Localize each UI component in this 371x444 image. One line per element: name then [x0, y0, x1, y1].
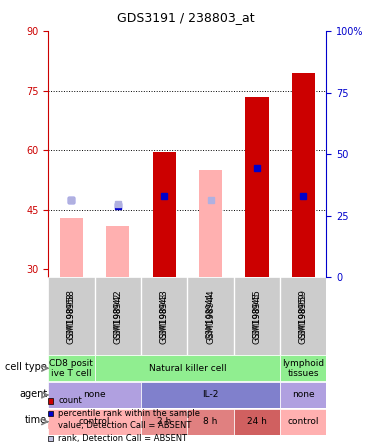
FancyBboxPatch shape — [187, 278, 234, 355]
Text: GSM198943: GSM198943 — [160, 289, 169, 344]
Text: GSM198945: GSM198945 — [252, 289, 262, 344]
Text: GSM198958: GSM198958 — [67, 289, 76, 344]
FancyBboxPatch shape — [48, 382, 141, 408]
Text: Natural killer cell: Natural killer cell — [148, 364, 226, 373]
Text: 2 h: 2 h — [157, 417, 171, 426]
FancyBboxPatch shape — [48, 278, 95, 355]
Text: GSM198944: GSM198944 — [206, 289, 215, 344]
Text: none: none — [83, 390, 106, 400]
FancyBboxPatch shape — [141, 409, 187, 435]
FancyBboxPatch shape — [280, 278, 326, 355]
FancyBboxPatch shape — [234, 278, 280, 355]
Bar — [60, 218, 83, 278]
Bar — [106, 226, 129, 278]
Text: percentile rank within the sample: percentile rank within the sample — [58, 409, 200, 418]
FancyBboxPatch shape — [95, 355, 280, 381]
Text: GSM198959: GSM198959 — [299, 293, 308, 339]
FancyBboxPatch shape — [48, 355, 95, 381]
FancyBboxPatch shape — [280, 355, 326, 381]
Text: rank, Detection Call = ABSENT: rank, Detection Call = ABSENT — [58, 434, 187, 443]
FancyBboxPatch shape — [234, 409, 280, 435]
Bar — [245, 97, 269, 278]
Text: cell type: cell type — [6, 362, 47, 372]
Text: count: count — [58, 396, 82, 405]
FancyBboxPatch shape — [280, 382, 326, 408]
Text: GSM198943: GSM198943 — [160, 293, 169, 339]
Text: value, Detection Call = ABSENT: value, Detection Call = ABSENT — [58, 421, 192, 430]
Text: time: time — [25, 416, 47, 425]
Text: GDS3191 / 238803_at: GDS3191 / 238803_at — [117, 11, 254, 24]
Text: lymphoid
tissues: lymphoid tissues — [282, 359, 324, 378]
FancyBboxPatch shape — [187, 409, 234, 435]
Bar — [292, 73, 315, 278]
Text: 8 h: 8 h — [203, 417, 218, 426]
Text: GSM198942: GSM198942 — [113, 293, 122, 339]
FancyBboxPatch shape — [48, 409, 141, 435]
FancyBboxPatch shape — [280, 409, 326, 435]
Bar — [199, 170, 222, 278]
Text: GSM198945: GSM198945 — [252, 293, 262, 339]
Text: control: control — [288, 417, 319, 426]
Bar — [152, 152, 176, 278]
Text: GSM198942: GSM198942 — [113, 289, 122, 344]
Text: GSM198944: GSM198944 — [206, 293, 215, 339]
Text: GSM198958: GSM198958 — [67, 293, 76, 339]
Text: IL-2: IL-2 — [202, 390, 219, 400]
FancyBboxPatch shape — [95, 278, 141, 355]
Text: 24 h: 24 h — [247, 417, 267, 426]
FancyBboxPatch shape — [141, 278, 187, 355]
Text: none: none — [292, 390, 315, 400]
Text: CD8 posit
ive T cell: CD8 posit ive T cell — [49, 359, 93, 378]
Text: agent: agent — [19, 388, 47, 399]
Text: control: control — [79, 417, 110, 426]
FancyBboxPatch shape — [141, 382, 280, 408]
Text: GSM198959: GSM198959 — [299, 289, 308, 344]
